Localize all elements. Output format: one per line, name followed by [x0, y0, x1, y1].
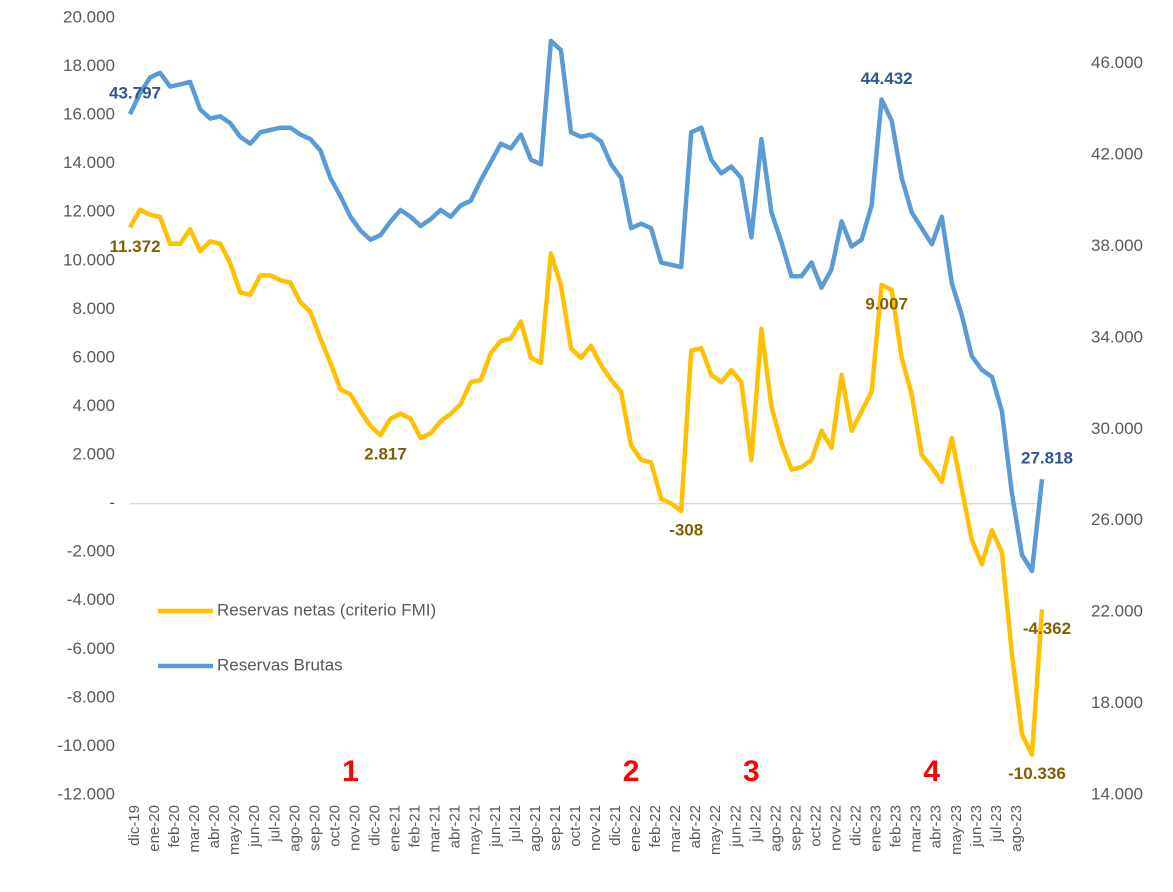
x-tick-label: abr-23	[928, 805, 945, 848]
x-tick-label: dic-20	[366, 805, 383, 846]
y2-tick-label: 30.000	[1091, 419, 1143, 438]
y2-tick-label: 18.000	[1091, 693, 1143, 712]
legend-label: Reservas Brutas	[217, 655, 343, 674]
data-label: -10.336	[1008, 764, 1066, 783]
y-tick-label: 6.000	[72, 347, 115, 366]
x-tick-label: jun-23	[968, 805, 985, 848]
y-tick-label: -12.000	[57, 784, 115, 803]
x-tick-label: ene-21	[387, 805, 404, 852]
x-tick-label: jul-20	[266, 805, 283, 843]
data-label: 27.818	[1021, 449, 1073, 468]
x-tick-label: jun-21	[487, 805, 504, 848]
x-tick-label: oct-22	[807, 805, 824, 847]
y2-tick-label: 34.000	[1091, 327, 1143, 346]
x-tick-label: jul-21	[507, 805, 524, 843]
y2-tick-label: 14.000	[1091, 784, 1143, 803]
x-tick-label: jul-22	[747, 805, 764, 843]
x-tick-label: ago-20	[286, 805, 303, 852]
x-tick-label: oct-21	[567, 805, 584, 847]
series-line	[127, 38, 1045, 574]
x-tick-label: jun-20	[246, 805, 263, 848]
x-tick-label: dic-19	[126, 805, 143, 846]
data-label: 9.007	[865, 294, 908, 313]
x-tick-label: ago-23	[1008, 805, 1025, 852]
y-tick-label: -10.000	[57, 736, 115, 755]
x-tick-label: abr-21	[447, 805, 464, 848]
x-tick-label: may-20	[226, 805, 243, 855]
y-tick-label: -4.000	[67, 590, 115, 609]
x-tick-label: may-21	[467, 805, 484, 855]
data-label: 11.372	[109, 237, 160, 256]
y-tick-label: 8.000	[72, 299, 115, 318]
y-tick-label: -8.000	[67, 687, 115, 706]
y-tick-label: -6.000	[67, 639, 115, 658]
y2-tick-label: 26.000	[1091, 510, 1143, 529]
x-tick-label: ene-20	[146, 805, 163, 852]
x-tick-label: sep-21	[547, 805, 564, 851]
x-tick-label: jun-22	[727, 805, 744, 848]
x-tick-label: abr-20	[206, 805, 223, 848]
x-tick-label: sep-20	[306, 805, 323, 851]
y2-tick-label: 46.000	[1091, 53, 1143, 72]
y-tick-label: 10.000	[63, 250, 115, 269]
y-tick-label: 14.000	[63, 153, 115, 172]
x-tick-label: feb-20	[166, 805, 183, 848]
x-tick-label: jul-23	[988, 805, 1005, 843]
x-tick-label: nov-21	[587, 805, 604, 851]
y2-tick-label: 42.000	[1091, 145, 1143, 164]
data-label: -4.362	[1023, 619, 1071, 638]
y-tick-label: 4.000	[72, 396, 115, 415]
annotation: 2	[623, 755, 640, 788]
y2-tick-label: 38.000	[1091, 236, 1143, 255]
y2-tick-label: 22.000	[1091, 602, 1143, 621]
x-tick-label: dic-21	[607, 805, 624, 846]
legend-label: Reservas netas (criterio FMI)	[217, 600, 436, 619]
x-tick-label: ago-22	[767, 805, 784, 852]
y-tick-label: 20.000	[63, 7, 115, 26]
annotation: 1	[342, 755, 359, 788]
x-tick-label: nov-22	[828, 805, 845, 851]
data-label: -308	[669, 521, 703, 540]
x-tick-label: may-23	[948, 805, 965, 855]
annotation: 3	[743, 755, 760, 788]
x-tick-label: feb-22	[647, 805, 664, 848]
x-tick-label: ago-21	[527, 805, 544, 852]
x-tick-label: oct-20	[326, 805, 343, 847]
y-tick-label: 16.000	[63, 105, 115, 124]
data-label: 44.432	[861, 69, 913, 88]
y-tick-label: -2.000	[67, 542, 115, 561]
y-tick-label: 18.000	[63, 56, 115, 75]
x-tick-label: nov-20	[346, 805, 363, 851]
x-tick-label: mar-23	[908, 805, 925, 853]
annotation: 4	[923, 755, 940, 788]
y-tick-label: 12.000	[63, 202, 115, 221]
x-tick-label: sep-22	[787, 805, 804, 851]
data-label: 43.797	[109, 84, 161, 103]
x-tick-label: feb-23	[888, 805, 905, 848]
x-tick-label: ene-22	[627, 805, 644, 852]
x-tick-label: dic-22	[848, 805, 865, 846]
series-line	[128, 207, 1045, 757]
x-tick-label: may-22	[707, 805, 724, 855]
x-tick-label: ene-23	[868, 805, 885, 852]
y-tick-label: 2.000	[72, 445, 115, 464]
x-tick-label: mar-22	[667, 805, 684, 853]
x-tick-label: feb-21	[407, 805, 424, 848]
x-tick-label: mar-20	[186, 805, 203, 853]
x-tick-label: abr-22	[687, 805, 704, 848]
data-label: 2.817	[364, 445, 407, 464]
y-tick-label: -	[109, 493, 115, 512]
x-tick-label: mar-21	[427, 805, 444, 853]
